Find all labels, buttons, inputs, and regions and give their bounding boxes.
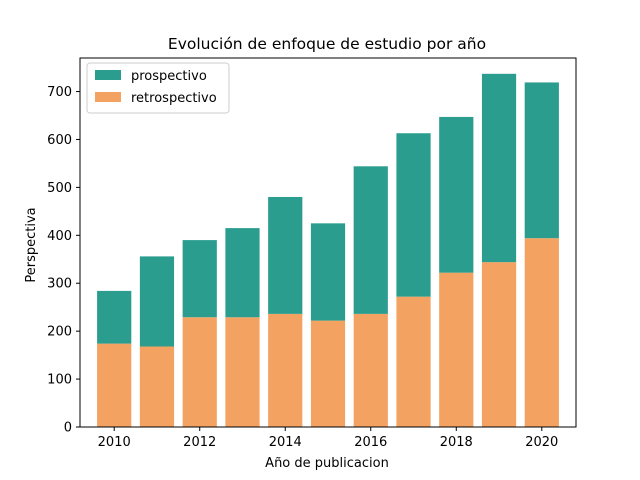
x-tick-label-2018: 2018 (440, 435, 473, 450)
bar-retrospectivo-2015 (310, 320, 346, 427)
bars-layer (97, 73, 559, 427)
x-tick-label-2014: 2014 (269, 435, 302, 450)
bar-retrospectivo-2020 (524, 238, 559, 427)
bar-retrospectivo-2012 (182, 317, 217, 427)
y-tick-label-200: 200 (47, 325, 72, 340)
bar-prospectivo-2011 (139, 256, 175, 347)
bar-retrospectivo-2011 (139, 346, 175, 427)
x-tick-label-2010: 2010 (98, 435, 131, 450)
y-axis-label: Perspectiva (24, 207, 39, 282)
y-tick-label-100: 100 (47, 373, 72, 388)
legend-label-prospectivo: prospectivo (131, 69, 207, 84)
x-tick-label-2012: 2012 (183, 435, 216, 450)
bar-retrospectivo-2016 (353, 313, 388, 427)
bar-prospectivo-2020 (524, 82, 559, 239)
bar-prospectivo-2018 (439, 116, 474, 273)
y-tick-label-400: 400 (47, 229, 72, 244)
legend-swatch-prospectivo (95, 70, 121, 80)
bar-retrospectivo-2017 (396, 296, 431, 427)
y-tick-label-500: 500 (47, 181, 72, 196)
bar-prospectivo-2014 (268, 196, 303, 314)
y-tick-label-700: 700 (47, 85, 72, 100)
legend-label-retrospectivo: retrospectivo (131, 91, 217, 106)
bar-prospectivo-2013 (225, 228, 260, 318)
legend-frame (86, 62, 230, 114)
bar-prospectivo-2017 (396, 133, 431, 297)
bar-prospectivo-2016 (353, 166, 388, 314)
x-tick-label-2016: 2016 (354, 435, 387, 450)
bar-retrospectivo-2013 (225, 317, 260, 427)
x-axis-label: Año de publicacion (265, 456, 389, 471)
bar-prospectivo-2015 (310, 223, 346, 321)
bar-prospectivo-2012 (182, 240, 217, 318)
y-tick-label-300: 300 (47, 277, 72, 292)
bar-retrospectivo-2019 (481, 262, 517, 427)
bar-prospectivo-2010 (97, 290, 132, 344)
y-tick-label-0: 0 (64, 421, 72, 436)
x-tick-label-2020: 2020 (525, 435, 558, 450)
bar-retrospectivo-2014 (268, 313, 303, 427)
y-tick-label-600: 600 (47, 133, 72, 148)
legend-swatch-retrospectivo (95, 92, 121, 102)
bar-retrospectivo-2018 (439, 272, 474, 427)
plot-frame (79, 57, 577, 428)
bar-prospectivo-2019 (481, 73, 517, 263)
legend: prospectivo retrospectivo (86, 62, 230, 114)
chart-title: Evolución de enfoque de estudio por año (168, 35, 486, 53)
bar-retrospectivo-2010 (97, 343, 132, 427)
axes-layer: 2010 2012 2014 2016 2018 2020 0 100 200 300 400 500… (47, 57, 577, 450)
